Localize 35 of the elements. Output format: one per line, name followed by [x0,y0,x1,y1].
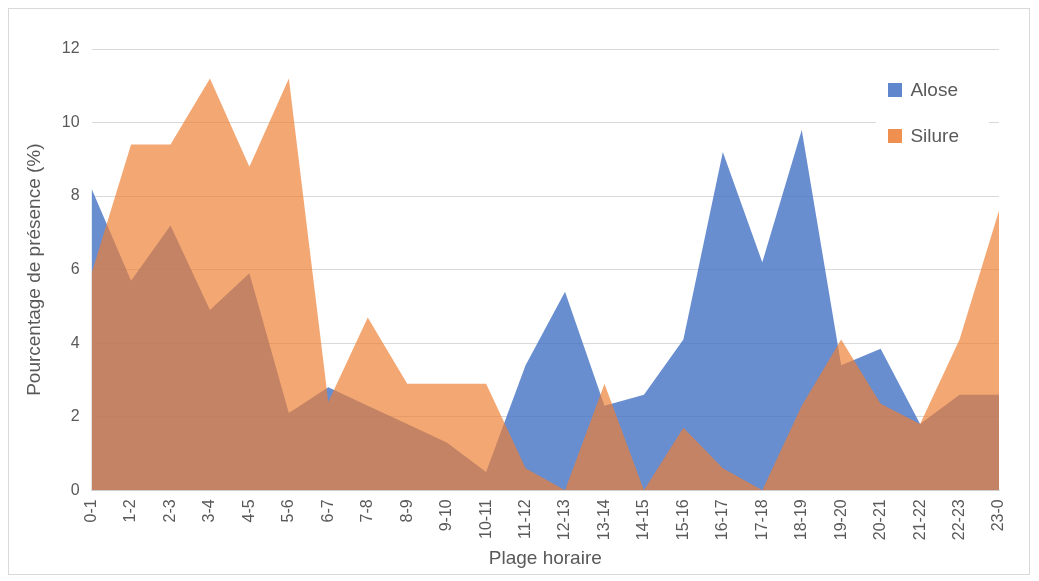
x-tick-label: 17-18 [752,499,770,541]
x-tick-label: 4-5 [239,499,257,523]
y-tick-label: 10 [61,112,80,130]
x-tick-label: 3-4 [200,499,218,523]
x-tick-label: 2-3 [160,499,178,523]
x-axis-title: Plage horaire [488,546,602,568]
legend-label: Alose [910,79,958,101]
y-tick-label: 2 [70,407,80,425]
y-tick-label: 0 [70,480,80,498]
x-tick-label: 9-10 [437,499,455,532]
x-tick-label: 16-17 [713,499,731,541]
x-tick-label: 8-9 [397,499,415,523]
y-tick-label: 12 [61,39,80,57]
x-tick-label: 13-14 [594,499,612,541]
x-tick-label: 6-7 [318,499,336,523]
y-tick-label: 4 [70,333,80,351]
x-tick-label: 11-12 [515,499,533,540]
x-tick-label: 22-23 [949,499,967,541]
x-tick-label: 15-16 [673,499,691,541]
y-tick-label: 8 [70,186,80,204]
y-tick-label: 6 [70,260,80,278]
y-axis-title: Pourcentage de présence (%) [22,143,44,396]
legend-label: Silure [910,125,959,147]
x-tick-label: 23-0 [989,499,1007,532]
x-tick-label: 1-2 [121,499,139,523]
x-tick-label: 0-1 [82,499,99,523]
x-tick-label: 14-15 [634,499,652,541]
x-tick-label: 20-21 [871,499,889,541]
x-tick-label: 7-8 [358,499,376,523]
x-tick-label: 21-22 [910,499,928,541]
x-tick-label: 10-11 [476,499,494,540]
x-tick-label: 5-6 [279,499,297,523]
x-tick-label: 18-19 [792,499,810,541]
x-tick-label: 12-13 [555,499,573,541]
x-tick-label: 19-20 [831,499,849,541]
